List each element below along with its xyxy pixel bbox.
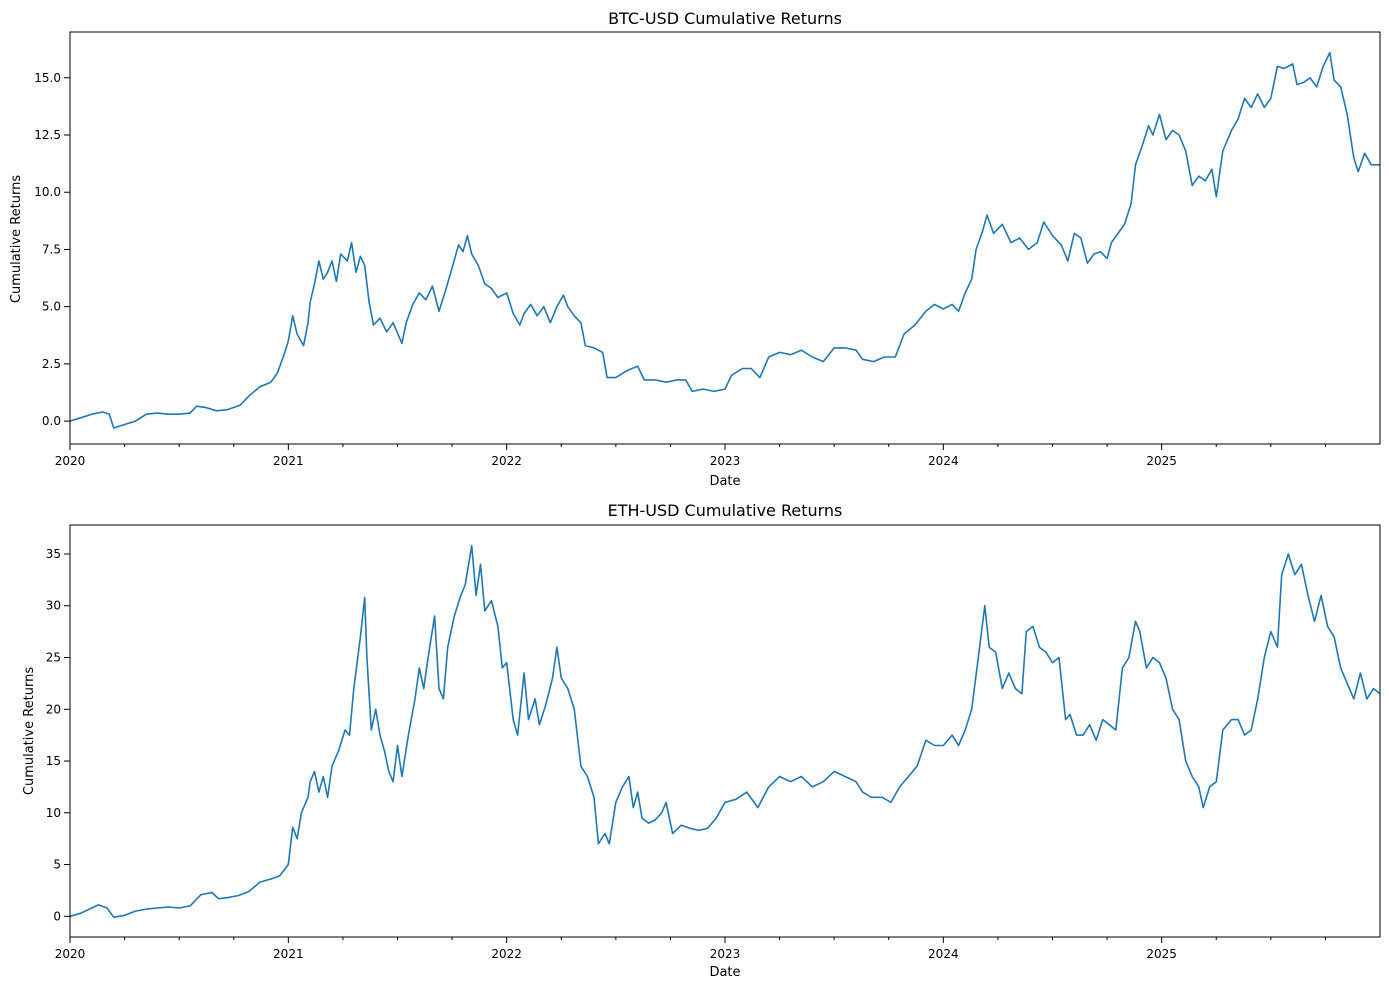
eth-y-tick-label-15: 15 [46, 754, 61, 768]
btc-x-tick-label-2021: 2021 [273, 454, 304, 468]
btc-chart-title: BTC-USD Cumulative Returns [608, 9, 842, 28]
eth-plot-frame [69, 524, 1381, 938]
btc-x-tick-label-2020: 2020 [55, 454, 86, 468]
btc-y-tick-label-15.0: 15.0 [34, 71, 61, 85]
eth-y-tick-label-35: 35 [46, 547, 61, 561]
btc-plot-frame [69, 31, 1381, 445]
btc-series-line [69, 51, 1380, 429]
eth-x-tick-label-2020: 2020 [55, 947, 86, 961]
eth-y-tick-label-20: 20 [46, 702, 61, 716]
eth-y-tick-label-30: 30 [46, 599, 61, 613]
btc-y-tick-label-10.0: 10.0 [34, 185, 61, 199]
eth-y-tick-label-25: 25 [46, 651, 61, 665]
eth-series-line [69, 544, 1381, 919]
btc-chart-panel: BTC-USD Cumulative Returns Cumulative Re… [9, 9, 1381, 489]
btc-y-tick-label-5.0: 5.0 [42, 300, 61, 314]
eth-x-tick-label-2024: 2024 [928, 947, 959, 961]
eth-lines [69, 544, 1381, 919]
btc-x-tick-label-2025: 2025 [1146, 454, 1177, 468]
eth-chart-panel: ETH-USD Cumulative Returns Cumulative Re… [22, 501, 1381, 980]
eth-y-tick-label-0: 0 [53, 909, 61, 923]
eth-y-ticks: 0 5 10 15 20 25 30 35 [46, 547, 70, 923]
btc-y-axis-label: Cumulative Returns [9, 175, 24, 303]
btc-x-tick-label-2023: 2023 [710, 454, 741, 468]
btc-x-ticks: 2020 2021 2022 2023 2024 2025 [55, 444, 1326, 468]
eth-y-axis-label: Cumulative Returns [22, 667, 37, 795]
btc-x-axis-label: Date [709, 474, 740, 489]
eth-x-tick-label-2023: 2023 [710, 947, 741, 961]
btc-y-ticks: 0.0 2.5 5.0 7.5 10.0 12.5 15.0 [34, 71, 70, 428]
eth-x-tick-label-2021: 2021 [273, 947, 304, 961]
eth-x-tick-label-2025: 2025 [1146, 947, 1177, 961]
btc-y-tick-label-0.0: 0.0 [42, 414, 61, 428]
eth-x-tick-label-2022: 2022 [491, 947, 522, 961]
eth-y-tick-label-5: 5 [53, 858, 61, 872]
eth-x-ticks: 2020 2021 2022 2023 2024 2025 [55, 937, 1326, 961]
btc-y-tick-label-7.5: 7.5 [42, 242, 61, 256]
btc-x-tick-label-2024: 2024 [928, 454, 959, 468]
btc-y-tick-label-2.5: 2.5 [42, 357, 61, 371]
btc-lines [69, 51, 1380, 429]
btc-y-tick-label-12.5: 12.5 [34, 128, 61, 142]
btc-x-tick-label-2022: 2022 [491, 454, 522, 468]
eth-y-tick-label-10: 10 [46, 806, 61, 820]
eth-x-axis-label: Date [709, 965, 740, 980]
eth-chart-title: ETH-USD Cumulative Returns [608, 501, 843, 520]
